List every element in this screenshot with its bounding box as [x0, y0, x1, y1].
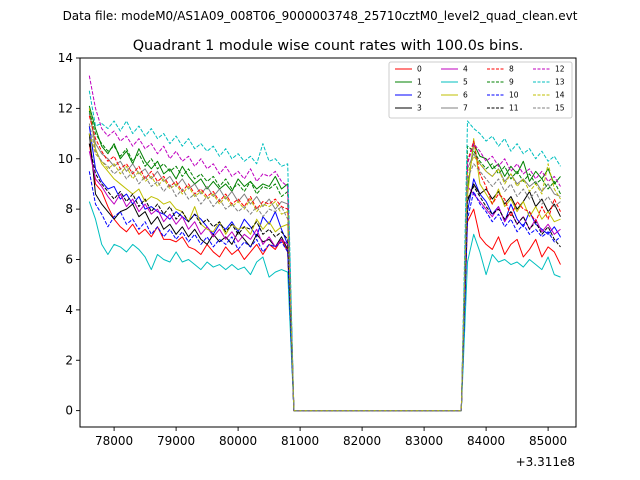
- series-line-13: [88, 90, 561, 412]
- x-tick-label: 84000: [467, 434, 505, 448]
- legend-label-2: 2: [417, 91, 422, 100]
- x-tick-label: 81000: [281, 434, 319, 448]
- y-tick-label: 8: [65, 202, 73, 216]
- legend-label-15: 15: [555, 104, 565, 113]
- legend-label-14: 14: [555, 91, 565, 100]
- plot-background: [80, 58, 576, 427]
- x-tick-label: 80000: [219, 434, 257, 448]
- x-tick-label: 83000: [405, 434, 443, 448]
- x-offset-label: +3.311e8: [516, 455, 575, 469]
- legend-label-1: 1: [417, 78, 422, 87]
- legend-label-8: 8: [509, 65, 514, 74]
- y-tick-label: 6: [65, 253, 73, 267]
- legend-label-11: 11: [509, 104, 519, 113]
- y-axis: 0 2 4 6 8 10 12 14: [58, 51, 80, 418]
- legend-label-4: 4: [463, 65, 468, 74]
- legend-label-0: 0: [417, 65, 422, 74]
- y-tick-label: 4: [65, 303, 73, 317]
- legend-label-13: 13: [555, 78, 565, 87]
- chart-suptitle: Data file: modeM0/AS1A09_008T06_90000037…: [63, 9, 578, 23]
- x-axis: 78000 79000 80000 81000 82000 83000 84000 85000: [95, 427, 567, 448]
- y-tick-label: 12: [58, 101, 73, 115]
- plot-area: [80, 58, 576, 427]
- legend-box: [388, 61, 573, 119]
- x-tick-label: 82000: [343, 434, 381, 448]
- series-line-14: [88, 133, 561, 412]
- legend-label-10: 10: [509, 91, 519, 100]
- x-tick-label: 85000: [529, 434, 567, 448]
- x-tick-label: 78000: [95, 434, 133, 448]
- series-layer: [88, 75, 561, 412]
- legend-label-12: 12: [555, 65, 565, 74]
- legend-label-3: 3: [417, 104, 422, 113]
- legend-label-7: 7: [463, 104, 468, 113]
- legend-label-9: 9: [509, 78, 514, 87]
- x-tick-label: 79000: [157, 434, 195, 448]
- y-tick-label: 2: [65, 353, 73, 367]
- y-tick-label: 14: [58, 51, 73, 65]
- y-tick-label: 10: [58, 152, 73, 166]
- y-tick-label: 0: [65, 404, 73, 418]
- legend-label-5: 5: [463, 78, 468, 87]
- chart-title: Quadrant 1 module wise count rates with …: [133, 38, 524, 54]
- plot-frame: [79, 57, 577, 428]
- legend-label-6: 6: [463, 91, 468, 100]
- series-line-15: [88, 123, 561, 412]
- series-line-9: [88, 110, 561, 412]
